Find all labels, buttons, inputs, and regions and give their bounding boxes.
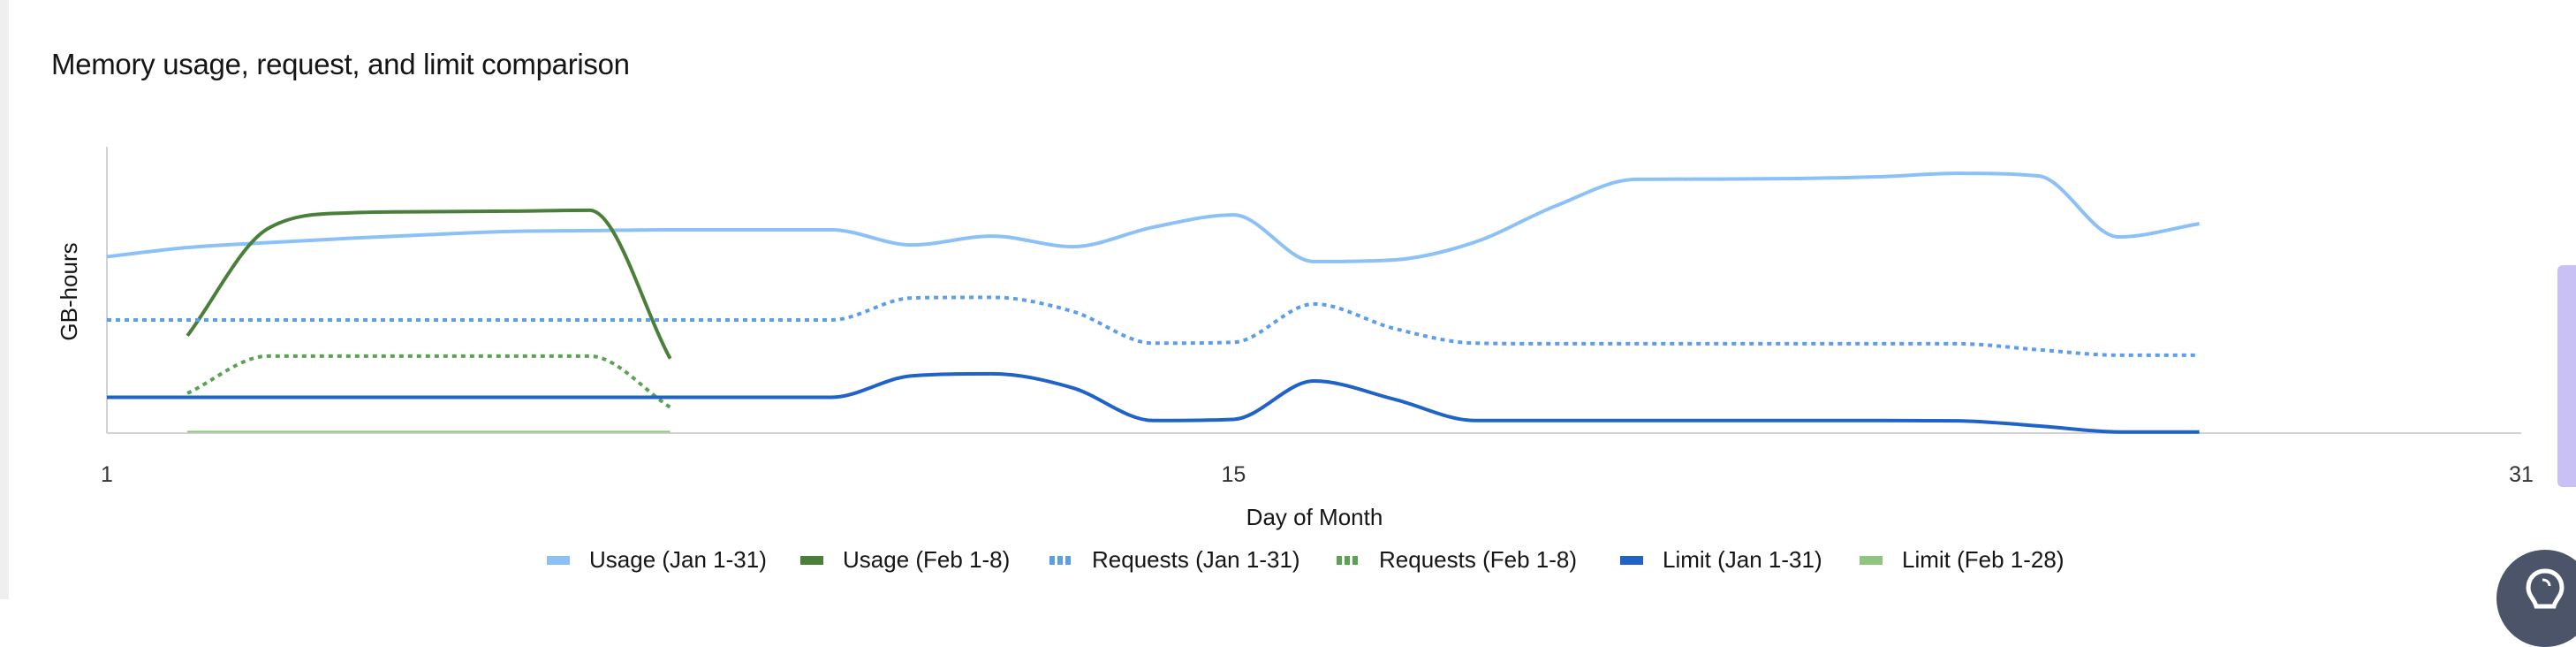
legend-label: Requests (Jan 1-31) bbox=[1092, 546, 1300, 573]
series-line-5 bbox=[107, 371, 2200, 434]
x-axis-label: Day of Month bbox=[1246, 504, 1383, 530]
side-panel-tab[interactable] bbox=[2557, 265, 2576, 487]
line-chart: 1 15 31 Day of Month GB-hours bbox=[56, 147, 2534, 530]
legend-swatch bbox=[1337, 555, 1360, 565]
legend-label: Requests (Feb 1-8) bbox=[1379, 546, 1577, 573]
x-tick-label: 15 bbox=[1221, 462, 1246, 487]
series-line-3 bbox=[107, 295, 2200, 357]
legend-swatch bbox=[1620, 555, 1643, 565]
chart-legend: Usage (Jan 1-31) Usage (Feb 1-8) Requests … bbox=[0, 546, 2576, 582]
y-axis-label: GB-hours bbox=[56, 242, 82, 340]
legend-item[interactable]: Limit (Jan 1-31) bbox=[1620, 546, 1822, 574]
x-tick-label: 1 bbox=[101, 462, 113, 487]
legend-label: Usage (Jan 1-31) bbox=[589, 546, 767, 573]
series-line-4 bbox=[186, 354, 671, 409]
legend-item[interactable]: Usage (Jan 1-31) bbox=[547, 546, 767, 574]
lightbulb-icon bbox=[2526, 568, 2565, 609]
legend-item[interactable]: Requests (Feb 1-8) bbox=[1337, 546, 1577, 574]
legend-swatch bbox=[800, 555, 823, 565]
page-left-border bbox=[0, 0, 9, 599]
legend-swatch bbox=[1860, 555, 1883, 565]
x-tick-label: 31 bbox=[2509, 462, 2534, 487]
legend-item[interactable]: Requests (Jan 1-31) bbox=[1049, 546, 1300, 574]
series-line-1 bbox=[106, 171, 2200, 263]
legend-label: Limit (Jan 1-31) bbox=[1663, 546, 1822, 573]
legend-label: Usage (Feb 1-8) bbox=[843, 546, 1011, 573]
series-line-2 bbox=[186, 208, 672, 360]
legend-item[interactable]: Limit (Feb 1-28) bbox=[1860, 546, 2065, 574]
legend-label: Limit (Feb 1-28) bbox=[1902, 546, 2065, 573]
legend-swatch bbox=[547, 555, 570, 565]
legend-item[interactable]: Usage (Feb 1-8) bbox=[800, 546, 1010, 574]
legend-swatch bbox=[1049, 555, 1072, 565]
chart-title: Memory usage, request, and limit compari… bbox=[51, 48, 630, 80]
